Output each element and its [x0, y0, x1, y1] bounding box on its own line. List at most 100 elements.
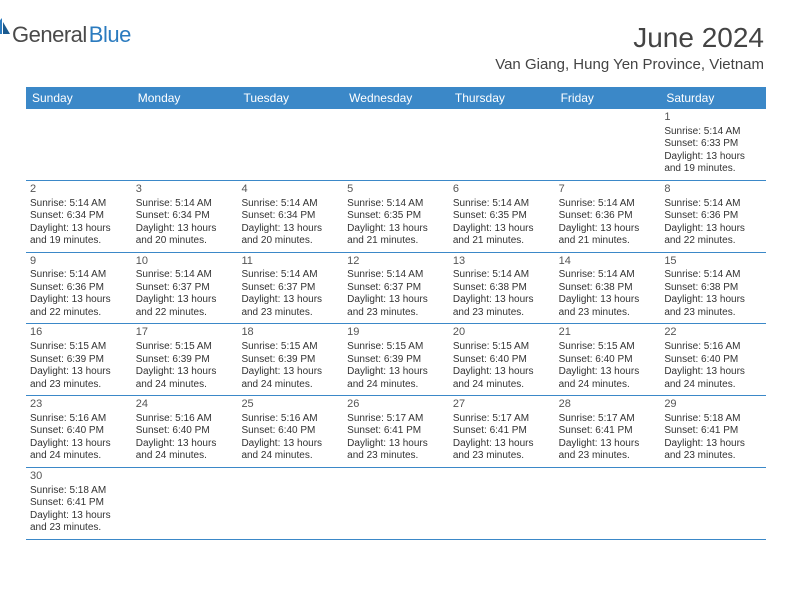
daylight-text: Daylight: 13 hours and 24 minutes.: [664, 366, 762, 391]
week-row: 2Sunrise: 5:14 AMSunset: 6:34 PMDaylight…: [26, 181, 766, 253]
day-number: 13: [453, 255, 551, 269]
empty-cell: [237, 468, 343, 539]
page-title: June 2024: [495, 22, 764, 54]
day-cell: 5Sunrise: 5:14 AMSunset: 6:35 PMDaylight…: [343, 181, 449, 252]
day-cell: 23Sunrise: 5:16 AMSunset: 6:40 PMDayligh…: [26, 396, 132, 467]
sunset-text: Sunset: 6:39 PM: [241, 354, 339, 367]
empty-cell: [132, 109, 238, 180]
day-cell: 30Sunrise: 5:18 AMSunset: 6:41 PMDayligh…: [26, 468, 132, 539]
day-cell: 24Sunrise: 5:16 AMSunset: 6:40 PMDayligh…: [132, 396, 238, 467]
sunset-text: Sunset: 6:34 PM: [241, 210, 339, 223]
sunset-text: Sunset: 6:40 PM: [664, 354, 762, 367]
day-number: 17: [136, 326, 234, 340]
logo: GeneralBlue: [30, 22, 131, 48]
day-number: 20: [453, 326, 551, 340]
empty-cell: [555, 109, 661, 180]
sunset-text: Sunset: 6:35 PM: [347, 210, 445, 223]
sunset-text: Sunset: 6:38 PM: [453, 282, 551, 295]
empty-cell: [237, 109, 343, 180]
logo-text-general: General: [12, 22, 87, 48]
sunset-text: Sunset: 6:40 PM: [559, 354, 657, 367]
sunrise-text: Sunrise: 5:14 AM: [30, 269, 128, 282]
sunset-text: Sunset: 6:36 PM: [30, 282, 128, 295]
daylight-text: Daylight: 13 hours and 21 minutes.: [559, 223, 657, 248]
day-number: 27: [453, 398, 551, 412]
daylight-text: Daylight: 13 hours and 24 minutes.: [559, 366, 657, 391]
sunset-text: Sunset: 6:34 PM: [136, 210, 234, 223]
sunset-text: Sunset: 6:41 PM: [30, 497, 128, 510]
daylight-text: Daylight: 13 hours and 23 minutes.: [347, 294, 445, 319]
empty-cell: [660, 468, 766, 539]
week-row: 16Sunrise: 5:15 AMSunset: 6:39 PMDayligh…: [26, 324, 766, 396]
day-number: 16: [30, 326, 128, 340]
daylight-text: Daylight: 13 hours and 24 minutes.: [241, 438, 339, 463]
day-cell: 14Sunrise: 5:14 AMSunset: 6:38 PMDayligh…: [555, 253, 661, 324]
week-row: 9Sunrise: 5:14 AMSunset: 6:36 PMDaylight…: [26, 253, 766, 325]
day-cell: 29Sunrise: 5:18 AMSunset: 6:41 PMDayligh…: [660, 396, 766, 467]
sunset-text: Sunset: 6:40 PM: [136, 425, 234, 438]
sunset-text: Sunset: 6:36 PM: [559, 210, 657, 223]
title-block: June 2024 Van Giang, Hung Yen Province, …: [495, 22, 764, 73]
day-cell: 2Sunrise: 5:14 AMSunset: 6:34 PMDaylight…: [26, 181, 132, 252]
sunrise-text: Sunrise: 5:14 AM: [241, 269, 339, 282]
day-number: 19: [347, 326, 445, 340]
sunset-text: Sunset: 6:40 PM: [30, 425, 128, 438]
day-cell: 21Sunrise: 5:15 AMSunset: 6:40 PMDayligh…: [555, 324, 661, 395]
day-header-sat: Saturday: [660, 87, 766, 109]
sunset-text: Sunset: 6:38 PM: [664, 282, 762, 295]
empty-cell: [449, 468, 555, 539]
sunrise-text: Sunrise: 5:15 AM: [559, 341, 657, 354]
day-cell: 12Sunrise: 5:14 AMSunset: 6:37 PMDayligh…: [343, 253, 449, 324]
daylight-text: Daylight: 13 hours and 24 minutes.: [136, 366, 234, 391]
week-row: 30Sunrise: 5:18 AMSunset: 6:41 PMDayligh…: [26, 468, 766, 540]
sunset-text: Sunset: 6:35 PM: [453, 210, 551, 223]
day-header-wed: Wednesday: [343, 87, 449, 109]
sunrise-text: Sunrise: 5:16 AM: [664, 341, 762, 354]
sunrise-text: Sunrise: 5:14 AM: [136, 269, 234, 282]
day-cell: 27Sunrise: 5:17 AMSunset: 6:41 PMDayligh…: [449, 396, 555, 467]
daylight-text: Daylight: 13 hours and 24 minutes.: [30, 438, 128, 463]
day-number: 2: [30, 183, 128, 197]
day-cell: 10Sunrise: 5:14 AMSunset: 6:37 PMDayligh…: [132, 253, 238, 324]
sunrise-text: Sunrise: 5:15 AM: [347, 341, 445, 354]
sunrise-text: Sunrise: 5:14 AM: [559, 269, 657, 282]
day-cell: 20Sunrise: 5:15 AMSunset: 6:40 PMDayligh…: [449, 324, 555, 395]
sunset-text: Sunset: 6:36 PM: [664, 210, 762, 223]
empty-cell: [449, 109, 555, 180]
day-cell: 18Sunrise: 5:15 AMSunset: 6:39 PMDayligh…: [237, 324, 343, 395]
location-subtitle: Van Giang, Hung Yen Province, Vietnam: [495, 56, 764, 73]
daylight-text: Daylight: 13 hours and 23 minutes.: [347, 438, 445, 463]
daylight-text: Daylight: 13 hours and 23 minutes.: [453, 294, 551, 319]
day-number: 18: [241, 326, 339, 340]
day-header-thu: Thursday: [449, 87, 555, 109]
daylight-text: Daylight: 13 hours and 23 minutes.: [241, 294, 339, 319]
sunset-text: Sunset: 6:37 PM: [136, 282, 234, 295]
header: GeneralBlue June 2024 Van Giang, Hung Ye…: [0, 0, 792, 79]
daylight-text: Daylight: 13 hours and 20 minutes.: [136, 223, 234, 248]
empty-cell: [343, 468, 449, 539]
daylight-text: Daylight: 13 hours and 23 minutes.: [559, 438, 657, 463]
day-cell: 16Sunrise: 5:15 AMSunset: 6:39 PMDayligh…: [26, 324, 132, 395]
day-cell: 22Sunrise: 5:16 AMSunset: 6:40 PMDayligh…: [660, 324, 766, 395]
day-number: 7: [559, 183, 657, 197]
day-number: 6: [453, 183, 551, 197]
daylight-text: Daylight: 13 hours and 23 minutes.: [559, 294, 657, 319]
day-cell: 17Sunrise: 5:15 AMSunset: 6:39 PMDayligh…: [132, 324, 238, 395]
day-number: 11: [241, 255, 339, 269]
day-cell: 8Sunrise: 5:14 AMSunset: 6:36 PMDaylight…: [660, 181, 766, 252]
sunrise-text: Sunrise: 5:17 AM: [559, 413, 657, 426]
day-cell: 4Sunrise: 5:14 AMSunset: 6:34 PMDaylight…: [237, 181, 343, 252]
sunset-text: Sunset: 6:39 PM: [136, 354, 234, 367]
sunrise-text: Sunrise: 5:16 AM: [241, 413, 339, 426]
day-header-mon: Monday: [132, 87, 238, 109]
sunrise-text: Sunrise: 5:14 AM: [664, 269, 762, 282]
daylight-text: Daylight: 13 hours and 24 minutes.: [136, 438, 234, 463]
sunrise-text: Sunrise: 5:14 AM: [241, 198, 339, 211]
day-number: 24: [136, 398, 234, 412]
sunset-text: Sunset: 6:40 PM: [453, 354, 551, 367]
day-cell: 3Sunrise: 5:14 AMSunset: 6:34 PMDaylight…: [132, 181, 238, 252]
sunset-text: Sunset: 6:41 PM: [559, 425, 657, 438]
day-number: 23: [30, 398, 128, 412]
sunset-text: Sunset: 6:37 PM: [241, 282, 339, 295]
day-number: 15: [664, 255, 762, 269]
